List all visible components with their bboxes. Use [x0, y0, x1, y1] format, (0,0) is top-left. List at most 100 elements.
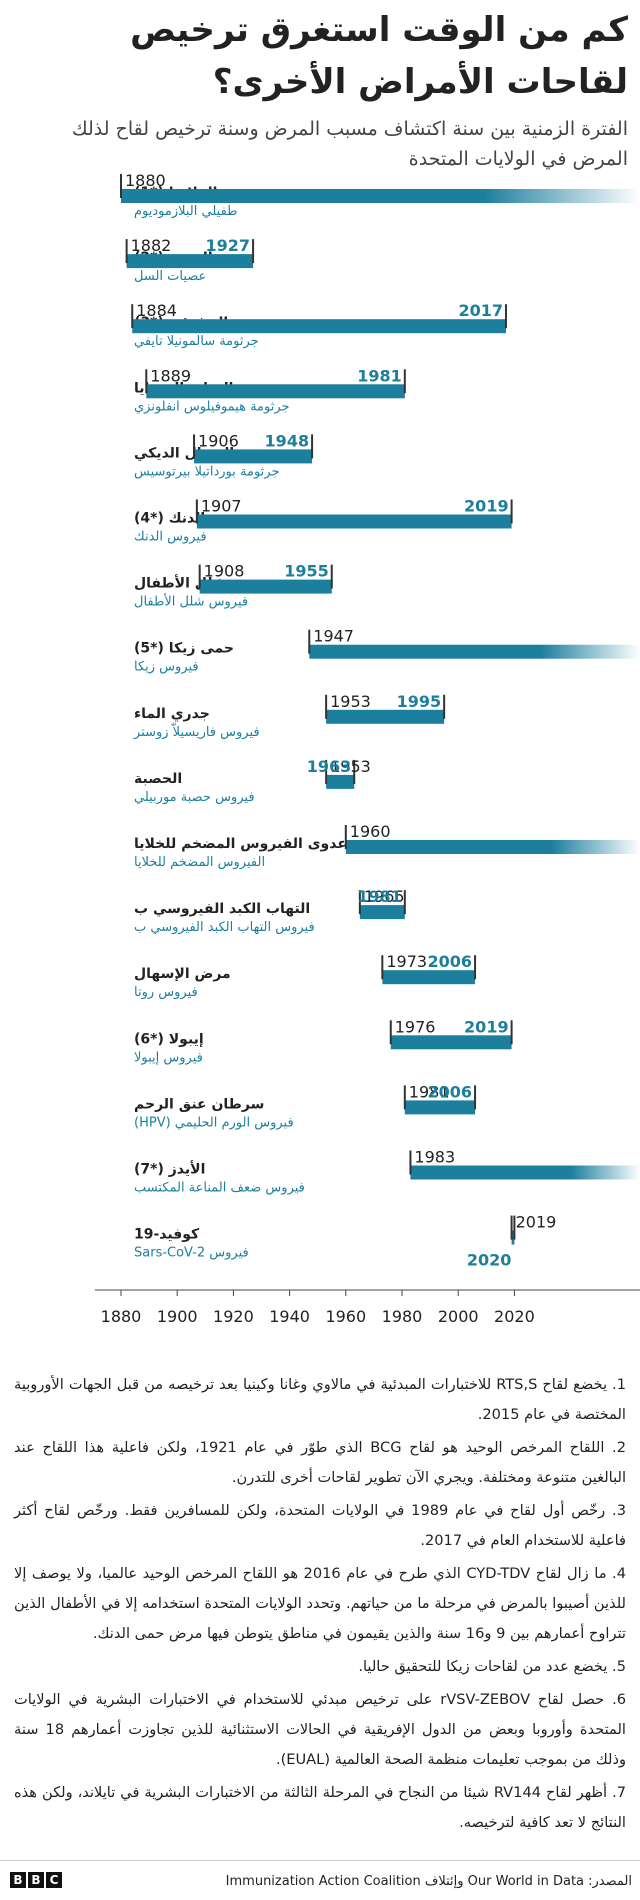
disease-label: الحصبة: [134, 771, 182, 787]
disease-label: إيبولا (*6): [134, 1031, 204, 1047]
x-tick-label: 2020: [494, 1307, 535, 1326]
x-tick-label: 1980: [382, 1307, 423, 1326]
end-year-label: 1955: [284, 562, 329, 581]
range-bar: [121, 189, 640, 203]
start-year-label: 1884: [136, 301, 177, 320]
start-year-label: 1973: [386, 952, 427, 971]
bbc-logo-letter-2: B: [28, 1872, 44, 1888]
disease-label: كوفيد-19: [134, 1227, 200, 1243]
start-year-label: 1882: [131, 236, 172, 255]
x-tick-label: 1960: [325, 1307, 366, 1326]
pathogen-label: جرثومة سالمونيلا تايفي: [134, 334, 259, 349]
pathogen-label: فيروس ضعف المناعة المكتسب: [134, 1181, 305, 1196]
end-year-label: 1995: [397, 692, 442, 711]
pathogen-label: جرثومة بورداتيلا بيرتوسيس: [134, 464, 280, 479]
range-bar: [410, 1165, 640, 1180]
start-year-label: 1965: [364, 887, 405, 906]
end-tick: [474, 1085, 477, 1110]
start-year-label: 1953: [330, 757, 371, 776]
end-year-label: 2019: [464, 497, 509, 516]
pathogen-label: فيروس إيبولا: [134, 1050, 203, 1065]
range-bar: [126, 254, 254, 269]
pathogen-label: الفيروس المضخم للخلايا: [134, 855, 265, 870]
end-tick: [330, 564, 333, 589]
disease-label: عدوى الفيروس المضخم للخلايا: [134, 836, 347, 852]
pathogen-label: فيروس الدنك: [134, 530, 207, 545]
range-bar: [390, 1035, 512, 1050]
start-tick: [308, 629, 311, 654]
range-bar: [359, 905, 405, 920]
x-tick-label: 1940: [269, 1307, 310, 1326]
end-year-label: 2020: [467, 1251, 512, 1270]
pathogen-label: فيروس Sars-CoV-2: [134, 1246, 249, 1261]
pathogen-label: فيروس فاريسيلاّ زوستر: [133, 722, 260, 740]
end-year-label: 1948: [265, 431, 310, 450]
footnote-4: 4. ما زال لقاح CYD-TDV الذي طرح في عام 2…: [14, 1565, 626, 1642]
start-tick: [325, 694, 328, 719]
start-year-label: 1889: [150, 366, 191, 385]
page-subtitle: الفترة الزمنية بين سنة اكتشاف مسبب المرض…: [71, 118, 628, 170]
x-tick-label: 1900: [157, 1307, 198, 1326]
pathogen-label: طفيلي البلازموديوم: [134, 204, 238, 219]
end-tick: [443, 694, 446, 719]
bbc-logo: B B C: [10, 1872, 62, 1888]
footnote-6: 6. حصل لقاح rVSV-ZEBOV على ترخيص مبدئي ل…: [14, 1691, 627, 1768]
x-tick-label: 1920: [213, 1307, 254, 1326]
end-tick: [403, 369, 406, 394]
start-year-label: 1981: [409, 1082, 450, 1101]
range-bar: [194, 449, 313, 464]
end-year-label: 2017: [458, 301, 503, 320]
end-tick: [510, 1020, 513, 1045]
disease-label: حمى زيكا (*5): [134, 641, 234, 657]
chart-row: مرض الإسهال فيروس روتا 1973 2006: [134, 952, 477, 1000]
x-tick-label: 1880: [101, 1307, 142, 1326]
chart-row: سرطان عنق الرحم فيروس الورم الحليمي (HPV)…: [134, 1082, 477, 1130]
pathogen-label: فيروس روتا: [134, 985, 198, 1000]
pathogen-label: فيروس شلل الأطفال: [134, 593, 248, 610]
start-tick: [358, 890, 361, 915]
disease-label: مرض الإسهال: [134, 966, 231, 982]
range-bar: [382, 970, 476, 985]
chart-row: إيبولا (*6) فيروس إيبولا 1976 2019: [134, 1017, 513, 1065]
start-tick: [120, 174, 122, 198]
end-tick: [474, 955, 477, 980]
disease-label: سرطان عنق الرحم: [134, 1096, 264, 1112]
bbc-logo-letter-1: B: [10, 1872, 26, 1888]
source-note: المصدر: Our World in Data وإئتلاف Immuni…: [225, 1874, 632, 1889]
pathogen-label: جرثومة هيموفيلوس انفلونزي: [134, 399, 290, 414]
chart-row: الأيدز (*7) فيروس ضعف المناعة المكتسب 1983: [134, 1148, 640, 1196]
footnote-7: 7. أظهر لقاح RV144 شيئا من النجاح في الم…: [14, 1784, 627, 1831]
footnotes: 1. يخضع لقاح RTS,S للاختبارات المبدئية ف…: [14, 1370, 626, 1841]
bbc-logo-letter-3: C: [46, 1872, 62, 1888]
end-year-label: 2019: [464, 1017, 509, 1036]
range-bar: [199, 579, 332, 594]
page-title: كم من الوقت استغرق ترخيص لقاحات الأمراض …: [130, 10, 628, 102]
pathogen-label: فيروس الورم الحليمي (HPV): [134, 1115, 294, 1130]
end-year-label: 1981: [357, 887, 402, 906]
disease-label: التهاب الكبد الفيروسي ب: [134, 901, 310, 917]
chart-row: عدوى الفيروس المضخم للخلايا الفيروس المضخ…: [134, 822, 640, 870]
disease-label: جدري الماء: [134, 706, 210, 723]
x-tick-label: 2000: [438, 1307, 479, 1326]
end-year-label: 1927: [206, 236, 251, 255]
range-bar: [511, 1230, 515, 1245]
start-year-label: 1906: [198, 431, 239, 450]
footer-divider: [0, 1860, 640, 1861]
end-tick: [353, 759, 356, 784]
start-tick: [145, 369, 148, 394]
end-year-label: 1981: [357, 366, 402, 385]
start-year-label: 2019: [516, 1213, 557, 1232]
end-tick: [504, 304, 507, 329]
chart-row: التيفوئيد (*3)جرثومة سالمونيلا تايفي1884…: [131, 301, 507, 349]
pathogen-label: عصيات السل: [134, 269, 206, 284]
end-tick: [311, 434, 314, 459]
range-bar: [309, 644, 640, 659]
start-year-label: 1983: [414, 1148, 455, 1167]
start-year-label: 1953: [330, 692, 371, 711]
